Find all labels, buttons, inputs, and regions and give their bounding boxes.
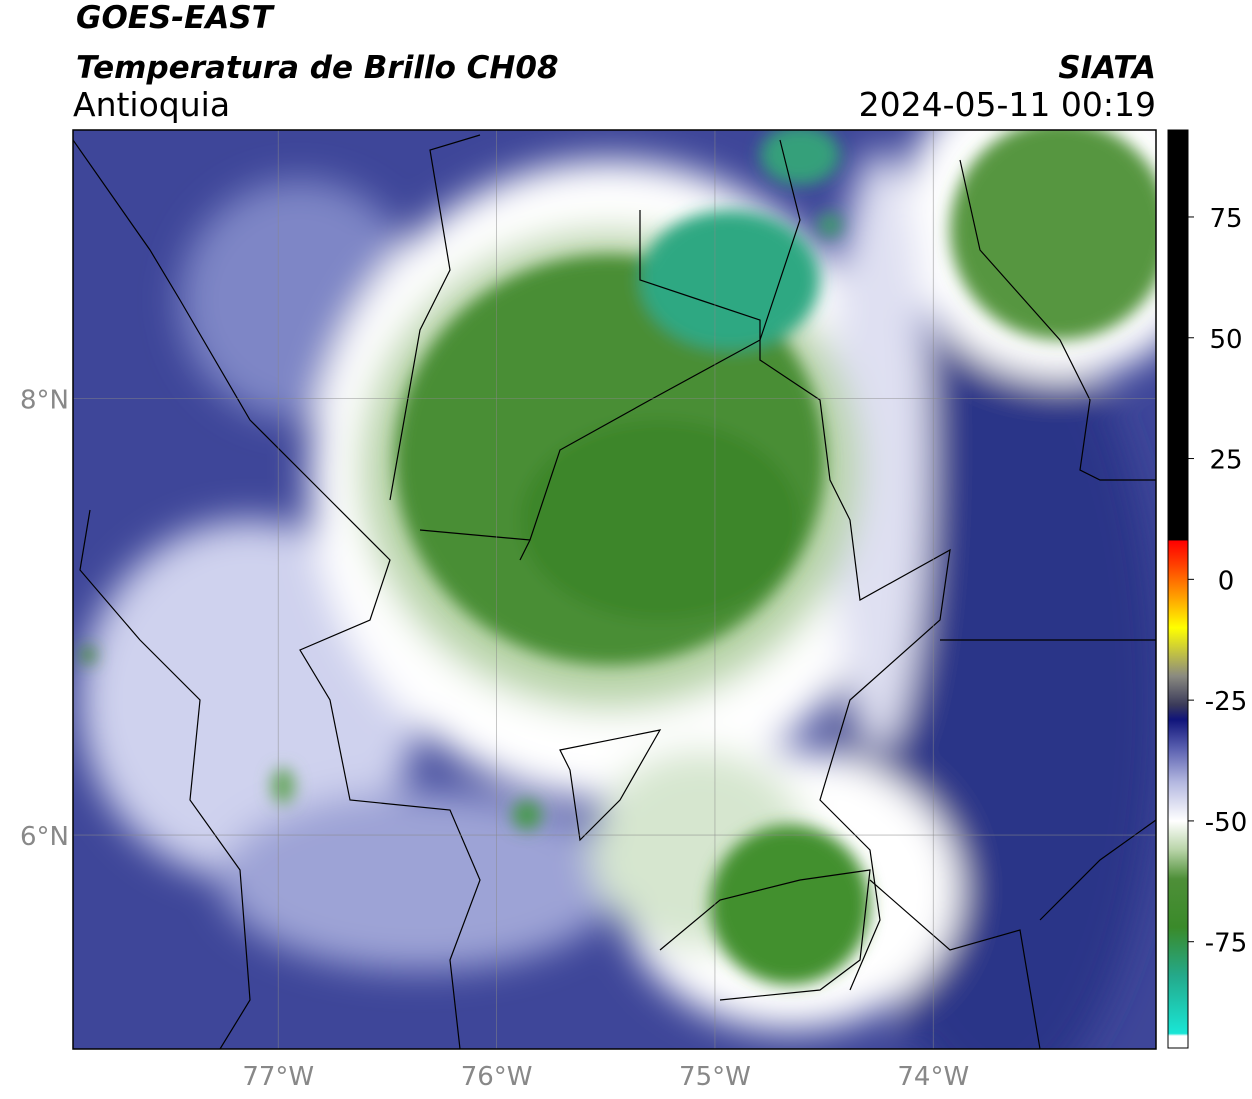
satellite-image <box>73 130 1156 1049</box>
colorbar-tick-label: 25 <box>1209 446 1242 476</box>
x-tick-label: 76°W <box>461 1062 533 1092</box>
colorbar-tick-label: 75 <box>1209 204 1242 234</box>
region-label: Antioquia <box>73 85 230 124</box>
colorbar-tick-label: -75 <box>1205 929 1247 959</box>
x-tick-label: 75°W <box>679 1062 751 1092</box>
colorbar <box>1167 129 1189 1049</box>
x-tick-label: 77°W <box>242 1062 314 1092</box>
source-label: SIATA <box>1058 50 1156 86</box>
colorbar-tick-label: 50 <box>1209 325 1242 355</box>
product-title: Temperatura de Brillo CH08 <box>76 50 559 86</box>
map-frame <box>72 129 1157 1050</box>
satellite-title: GOES-EAST <box>76 0 276 36</box>
colorbar-tick-label: 0 <box>1218 566 1235 596</box>
datetime-label: 2024-05-11 00:19 <box>859 85 1156 124</box>
colorbar-tick-label: -25 <box>1205 687 1247 717</box>
colorbar-tick-label: -50 <box>1205 808 1247 838</box>
x-tick-label: 74°W <box>897 1062 969 1092</box>
y-tick-label: 6°N <box>20 822 69 852</box>
y-tick-label: 8°N <box>20 385 69 415</box>
